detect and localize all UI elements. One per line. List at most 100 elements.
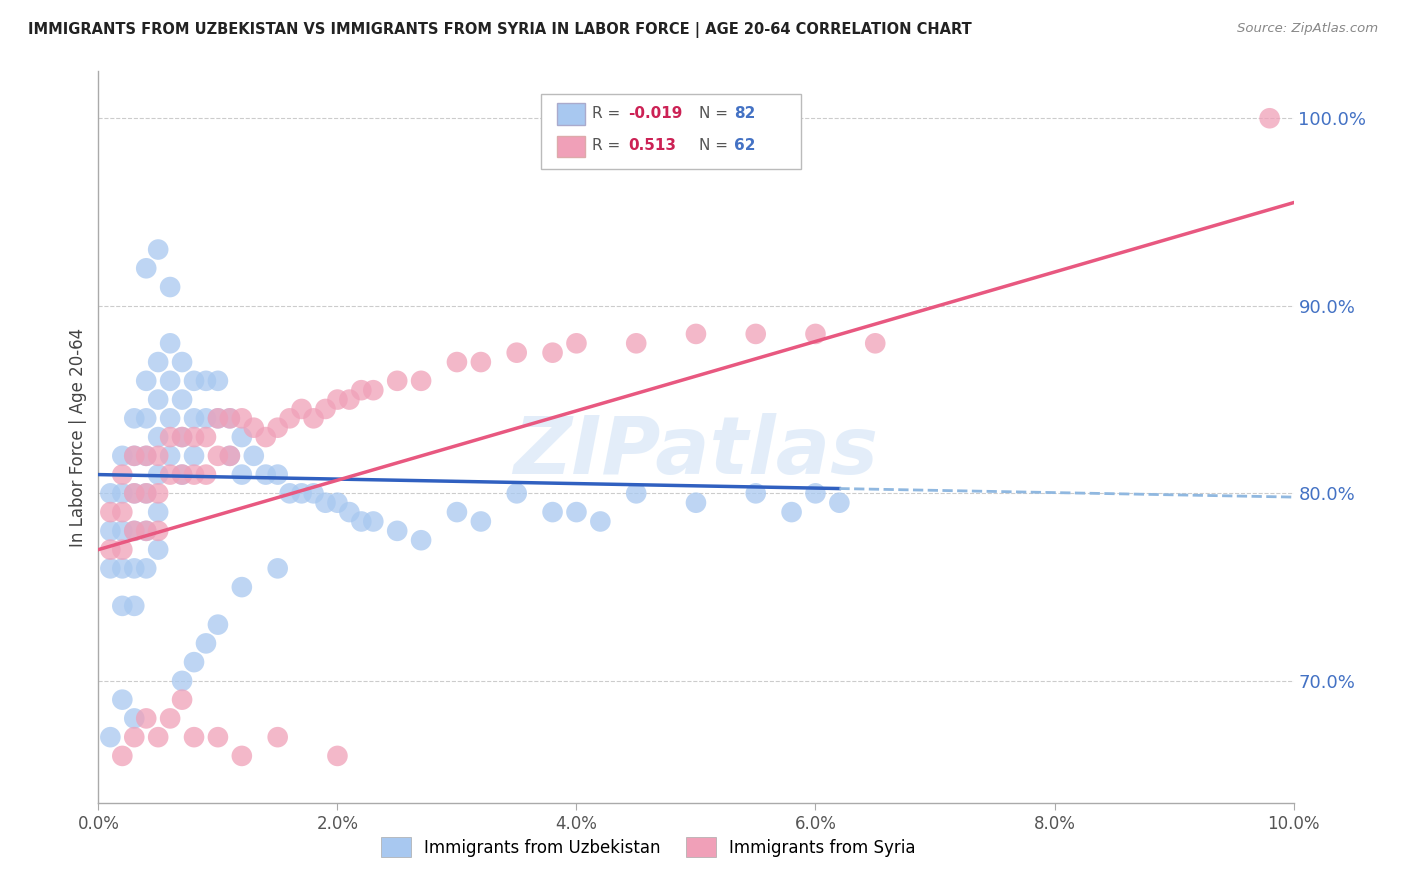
- Point: [183, 374, 205, 388]
- Point: [111, 449, 134, 463]
- Point: [1258, 112, 1281, 126]
- Point: [148, 467, 170, 482]
- Point: [111, 692, 134, 706]
- Point: [195, 636, 218, 650]
- Point: [183, 411, 205, 425]
- Point: [589, 515, 612, 529]
- Point: [745, 486, 768, 500]
- Point: [124, 561, 146, 575]
- Text: -0.019: -0.019: [628, 106, 683, 120]
- Point: [326, 496, 349, 510]
- Point: [172, 355, 194, 369]
- Point: [363, 383, 385, 397]
- Text: ZIPatlas: ZIPatlas: [513, 413, 879, 491]
- Text: R =: R =: [592, 106, 626, 120]
- Point: [111, 486, 134, 500]
- Text: N =: N =: [699, 138, 733, 153]
- Point: [411, 533, 433, 548]
- Point: [302, 411, 325, 425]
- Point: [111, 542, 134, 557]
- Point: [231, 430, 253, 444]
- Point: [135, 449, 157, 463]
- Text: IMMIGRANTS FROM UZBEKISTAN VS IMMIGRANTS FROM SYRIA IN LABOR FORCE | AGE 20-64 C: IMMIGRANTS FROM UZBEKISTAN VS IMMIGRANTS…: [28, 22, 972, 38]
- Legend: Immigrants from Uzbekistan, Immigrants from Syria: Immigrants from Uzbekistan, Immigrants f…: [374, 830, 922, 864]
- Point: [124, 711, 146, 725]
- Point: [339, 392, 361, 407]
- Point: [231, 467, 253, 482]
- Point: [111, 524, 134, 538]
- Point: [267, 467, 290, 482]
- Point: [541, 345, 564, 359]
- Point: [278, 486, 301, 500]
- Point: [111, 561, 134, 575]
- Point: [195, 374, 218, 388]
- Point: [565, 336, 588, 351]
- Point: [506, 345, 529, 359]
- Point: [124, 730, 146, 744]
- Point: [148, 392, 170, 407]
- Point: [745, 326, 768, 341]
- Point: [254, 467, 277, 482]
- Point: [278, 411, 301, 425]
- Text: 62: 62: [734, 138, 755, 153]
- Point: [98, 730, 122, 744]
- Point: [363, 515, 385, 529]
- Point: [159, 711, 181, 725]
- Point: [124, 449, 146, 463]
- Point: [254, 430, 277, 444]
- Point: [172, 467, 194, 482]
- Point: [148, 730, 170, 744]
- Point: [195, 430, 218, 444]
- Point: [231, 748, 253, 763]
- Point: [506, 486, 529, 500]
- Point: [111, 505, 134, 519]
- Point: [148, 430, 170, 444]
- Point: [231, 411, 253, 425]
- Point: [148, 542, 170, 557]
- Point: [135, 486, 157, 500]
- Point: [172, 692, 194, 706]
- Point: [98, 542, 122, 557]
- Point: [159, 449, 181, 463]
- Point: [135, 486, 157, 500]
- Point: [135, 449, 157, 463]
- Point: [135, 411, 157, 425]
- Point: [267, 420, 290, 434]
- Point: [135, 261, 157, 276]
- Point: [626, 486, 648, 500]
- Point: [243, 420, 266, 434]
- Point: [183, 449, 205, 463]
- Point: [339, 505, 361, 519]
- Point: [350, 515, 373, 529]
- Text: 82: 82: [734, 106, 755, 120]
- Point: [195, 467, 218, 482]
- Point: [124, 486, 146, 500]
- Point: [626, 336, 648, 351]
- Point: [159, 430, 181, 444]
- Point: [195, 411, 218, 425]
- Point: [219, 411, 242, 425]
- Point: [243, 449, 266, 463]
- Point: [111, 467, 134, 482]
- Point: [159, 411, 181, 425]
- Point: [124, 486, 146, 500]
- Point: [98, 505, 122, 519]
- Point: [135, 561, 157, 575]
- Point: [302, 486, 325, 500]
- Point: [98, 486, 122, 500]
- Point: [267, 730, 290, 744]
- Point: [172, 430, 194, 444]
- Point: [315, 496, 337, 510]
- Point: [124, 449, 146, 463]
- Text: Source: ZipAtlas.com: Source: ZipAtlas.com: [1237, 22, 1378, 36]
- Point: [124, 524, 146, 538]
- Point: [780, 505, 803, 519]
- Point: [172, 430, 194, 444]
- Point: [231, 580, 253, 594]
- Point: [685, 326, 707, 341]
- Point: [326, 748, 349, 763]
- Point: [470, 515, 492, 529]
- Point: [207, 374, 229, 388]
- Point: [135, 711, 157, 725]
- Point: [291, 401, 314, 416]
